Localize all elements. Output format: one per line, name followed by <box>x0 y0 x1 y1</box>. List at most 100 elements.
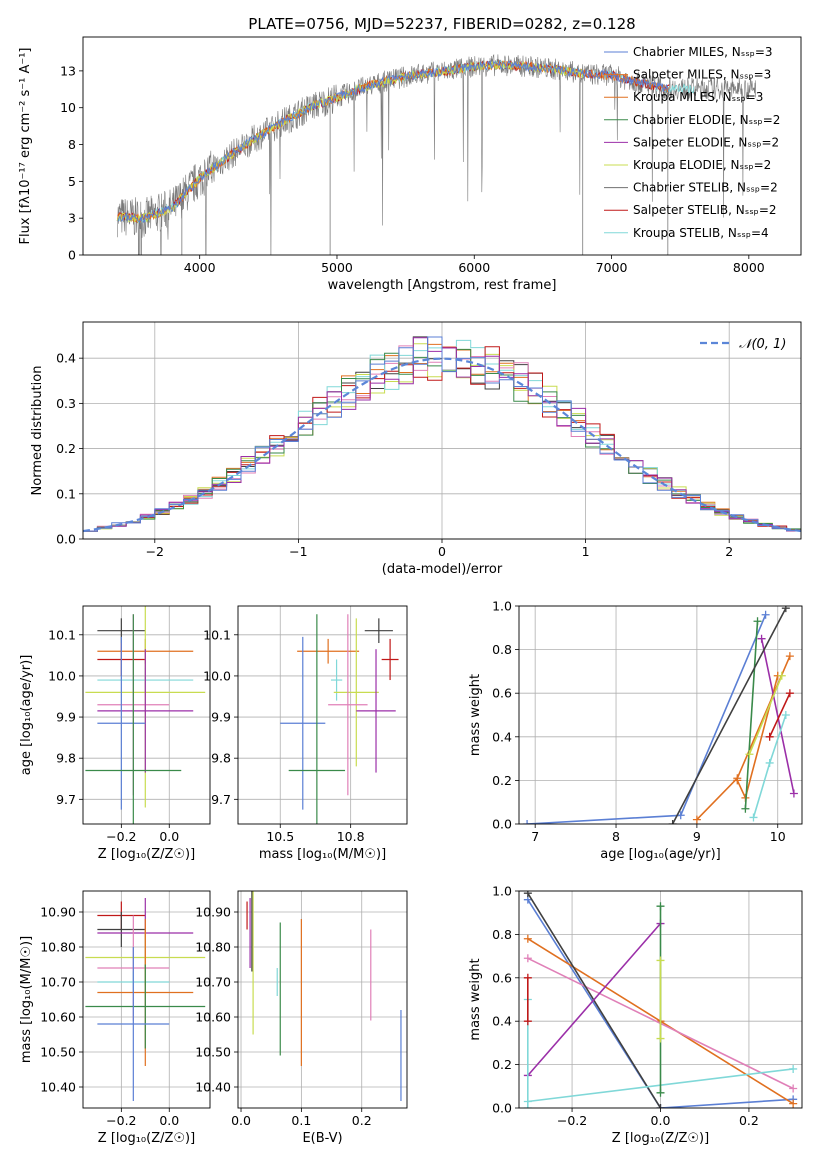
weight-line <box>768 692 791 738</box>
y-tick-label: 9.9 <box>56 710 76 725</box>
y-tick-label: 10.70 <box>195 975 231 990</box>
x-axis-label: Z [log₁₀(Z/Z☉)] <box>612 1131 709 1146</box>
y-tick-label: 0 <box>68 248 76 263</box>
weight-line <box>744 621 759 809</box>
axes-frame <box>518 890 803 1109</box>
y-tick-label: 9.8 <box>211 751 231 766</box>
weight-line <box>671 607 787 824</box>
weight-marker <box>523 934 532 943</box>
legend-label: Salpeter ELODIE, Nₛₛₚ=2 <box>633 135 779 149</box>
weight-marker <box>789 1099 798 1108</box>
weight-marker <box>785 689 794 698</box>
y-tick-label: 10.80 <box>40 940 76 955</box>
y-tick-label: 0.4 <box>492 729 512 744</box>
x-axis-label: Z [log₁₀(Z/Z☉)] <box>98 847 195 862</box>
x-axis-label: mass [log₁₀(M/M☉)] <box>259 847 386 862</box>
y-axis-label: Normed distribution <box>30 366 45 496</box>
y-tick-label: 10.80 <box>195 940 231 955</box>
plot-area <box>246 891 402 1101</box>
x-tick-label: −1 <box>289 544 307 559</box>
x-tick-label: 6000 <box>458 260 490 275</box>
x-tick-label: 5000 <box>321 260 353 275</box>
normal-curve <box>83 357 801 533</box>
weight-marker <box>523 820 532 824</box>
y-tick-label: 0.8 <box>492 927 512 942</box>
x-tick-label: 0.2 <box>739 1113 759 1128</box>
x-tick-label: 0.0 <box>231 1113 251 1128</box>
y-tick-label: 0.1 <box>56 486 76 501</box>
axes-frame <box>518 605 803 825</box>
panel-age_vs_Z: −0.2 0.0 9.7 9.8 9.9 10.0 10.1 Z [log₁₀(Z/Z☉)] a… <box>19 605 211 862</box>
x-tick-label: 10 <box>770 829 786 844</box>
x-tick-label: −0.2 <box>106 829 136 844</box>
axes-frame <box>82 321 802 540</box>
x-tick-label: 10.8 <box>337 829 365 844</box>
x-tick-label: 4000 <box>184 260 216 275</box>
x-tick-label: 0.2 <box>352 1113 372 1128</box>
weight-marker <box>656 1034 665 1043</box>
y-tick-label: 10.0 <box>48 668 76 683</box>
weight-marker <box>656 956 665 965</box>
axes-frame <box>237 605 408 825</box>
y-axis-label: mass weight <box>468 674 483 756</box>
weight-marker <box>523 1017 532 1026</box>
panel-weight_vs_Z: −0.2 0.0 0.2 0.0 0.2 0.4 0.6 0.8 1.0 Z [log₁₀(Z/Z… <box>468 884 803 1146</box>
y-tick-label: 0.6 <box>492 686 512 701</box>
panel-mass_vs_Z: −0.2 0.0 10.40 10.50 10.60 10.70 10.80 10.90 Z [… <box>19 890 211 1146</box>
y-axis-label: mass weight <box>468 958 483 1040</box>
weight-marker <box>761 610 770 619</box>
legend-label: Kroupa STELIB, Nₛₛₚ=4 <box>633 226 769 240</box>
y-tick-label: 10 <box>60 100 76 115</box>
legend-label: Chabrier MILES, Nₛₛₚ=3 <box>633 45 773 59</box>
y-tick-label: 10.1 <box>48 627 76 642</box>
y-tick-label: 0.2 <box>492 1057 512 1072</box>
weight-marker <box>781 711 790 719</box>
panel-spectrum: 4000 5000 6000 7000 8000 0 3 5 8 10 13 wavelength [… <box>18 36 802 293</box>
y-tick-label: 0.0 <box>492 1101 512 1116</box>
plot-area <box>85 898 206 1101</box>
x-axis-label: age [log₁₀(age/yr)] <box>600 847 721 862</box>
weight-marker <box>757 634 766 643</box>
y-tick-label: 9.9 <box>211 710 231 725</box>
weight-marker <box>789 1084 798 1093</box>
legend-label: Chabrier STELIB, Nₛₛₚ=2 <box>633 181 778 195</box>
model-spectrum <box>117 60 670 223</box>
y-tick-label: 9.7 <box>56 792 76 807</box>
weight-line <box>527 614 767 824</box>
x-tick-label: 8 <box>612 829 620 844</box>
weight-marker <box>656 1088 665 1097</box>
weight-marker <box>753 617 762 626</box>
y-tick-label: 8 <box>68 137 76 152</box>
legend: 𝒩(0, 1) <box>700 337 786 352</box>
panel-age_vs_mass: 10.5 10.8 9.7 9.8 9.9 10.0 10.1 mass [log₁₀(M/M… <box>203 605 408 862</box>
x-tick-label: 8000 <box>733 260 765 275</box>
panel-mass_vs_EBV: 0.0 0.1 0.2 10.40 10.50 10.60 10.70 10.80 10.90 E… <box>195 890 408 1146</box>
y-tick-label: 10.50 <box>195 1045 231 1060</box>
y-tick-label: 10.0 <box>203 668 231 683</box>
weight-line <box>527 899 794 1108</box>
x-axis-label: E(B-V) <box>302 1131 342 1146</box>
y-tick-label: 10.1 <box>203 627 231 642</box>
x-tick-label: −0.2 <box>106 1113 136 1128</box>
legend-label: Chabrier ELODIE, Nₛₛₚ=2 <box>633 113 780 127</box>
weight-marker <box>523 973 532 982</box>
weight-marker <box>733 776 742 785</box>
legend-label: 𝒩(0, 1) <box>739 337 786 352</box>
weight-marker <box>765 732 774 741</box>
x-tick-label: 10.5 <box>266 829 294 844</box>
x-tick-label: 0.0 <box>651 1113 671 1128</box>
weight-marker <box>741 804 750 813</box>
y-tick-label: 0.0 <box>492 817 512 832</box>
x-tick-label: 7 <box>531 829 539 844</box>
legend-label: Salpeter MILES, Nₛₛₚ=3 <box>633 68 771 82</box>
y-tick-label: 0.3 <box>56 396 76 411</box>
legend-label: Kroupa ELODIE, Nₛₛₚ=2 <box>633 158 771 172</box>
x-tick-label: 0 <box>438 544 446 559</box>
x-axis-label: wavelength [Angstrom, rest frame] <box>328 278 557 293</box>
y-tick-label: 10.90 <box>40 905 76 920</box>
plot-area <box>83 336 801 533</box>
x-tick-label: 0.1 <box>291 1113 311 1128</box>
y-tick-label: 10.70 <box>40 975 76 990</box>
weight-marker <box>777 671 786 680</box>
